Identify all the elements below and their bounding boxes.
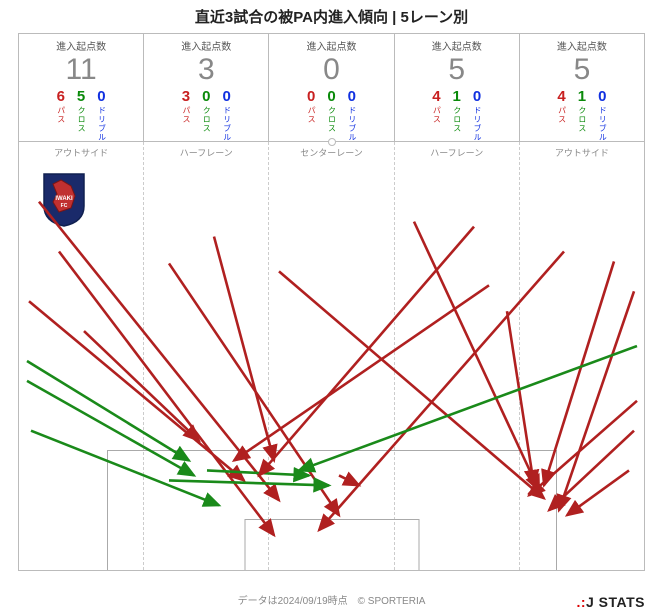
lane-header-label: 進入起点数	[397, 38, 517, 53]
dribble-count: 0	[348, 89, 356, 104]
dribble-count: 0	[598, 89, 606, 104]
arrows-layer	[19, 142, 644, 570]
lane-total: 11	[21, 53, 141, 86]
arrow-cross	[169, 480, 329, 485]
field-area: アウトサイドハーフレーンセンターレーンハーフレーンアウトサイド IWAKI FC	[18, 141, 645, 571]
cross-label: クロス	[453, 106, 461, 133]
lane-breakdown: 0 パス 0 クロス 0 ドリブル	[271, 89, 391, 142]
lane-header-label: 進入起点数	[271, 38, 391, 53]
chart-title: 直近3試合の被PA内進入傾向 | 5レーン別	[18, 6, 645, 27]
arrow-pass	[339, 475, 359, 485]
arrow-pass	[567, 470, 629, 515]
pass-count: 4	[557, 89, 565, 104]
dribble-label: ドリブル	[223, 106, 231, 142]
lane-breakdown: 4 パス 1 クロス 0 ドリブル	[397, 89, 517, 142]
lane-stats-row: 進入起点数116パス5クロス0ドリブル進入起点数33パス0クロス0ドリブル進入起…	[18, 33, 645, 141]
lane-header-label: 進入起点数	[522, 38, 642, 53]
brand-text: J STATS	[586, 594, 645, 610]
lane-stat-cell: 進入起点数11 6 パス 5 クロス 0 ドリブル	[19, 34, 144, 141]
arrow-pass	[507, 311, 534, 485]
brand-prefix: .:	[576, 594, 586, 610]
arrow-pass	[319, 251, 564, 530]
arrow-cross	[299, 346, 637, 470]
arrow-pass	[59, 251, 274, 535]
arrow-cross	[27, 361, 189, 461]
pass-count: 0	[307, 89, 315, 104]
brand-logo: .:J STATS	[576, 594, 645, 610]
lane-total: 5	[397, 53, 517, 86]
pass-count: 3	[182, 89, 190, 104]
cross-count: 1	[578, 89, 586, 104]
pass-count: 4	[432, 89, 440, 104]
lane-breakdown: 3 パス 0 クロス 0 ドリブル	[146, 89, 266, 142]
arrow-pass	[414, 222, 539, 491]
lane-stat-cell: 進入起点数33パス0クロス0ドリブル	[144, 34, 269, 141]
dribble-label: ドリブル	[348, 106, 356, 142]
lane-total: 5	[522, 53, 642, 86]
cross-label: クロス	[77, 106, 85, 133]
cross-label: クロス	[578, 106, 586, 133]
lane-stat-cell: 進入起点数5 4 パス 1 クロス 0 ドリブル	[520, 34, 644, 141]
dribble-label: ドリブル	[473, 106, 481, 142]
lane-stat-cell: 進入起点数00パス0クロス0ドリブル	[269, 34, 394, 141]
lane-breakdown: 6 パス 5 クロス 0 ドリブル	[21, 89, 141, 142]
arrow-cross	[31, 431, 219, 506]
footer-text: データは2024/09/19時点 © SPORTERIA	[238, 592, 426, 607]
cross-label: クロス	[328, 106, 336, 133]
pass-label: パス	[432, 106, 440, 124]
footer: データは2024/09/19時点 © SPORTERIA	[0, 591, 663, 609]
lane-stat-cell: 進入起点数5 4 パス 1 クロス 0 ドリブル	[395, 34, 520, 141]
dribble-label: ドリブル	[97, 106, 105, 142]
arrow-pass	[259, 227, 474, 476]
pass-label: パス	[558, 106, 566, 124]
dribble-count: 0	[473, 89, 481, 104]
pass-label: パス	[57, 106, 65, 124]
pass-label: パス	[307, 106, 315, 124]
lane-breakdown: 4 パス 1 クロス 0 ドリブル	[522, 89, 642, 142]
lane-total: 0	[271, 53, 391, 86]
dribble-label: ドリブル	[598, 106, 606, 142]
pass-label: パス	[182, 106, 190, 124]
dribble-count: 0	[222, 89, 230, 104]
cross-label: クロス	[202, 106, 210, 133]
lane-total: 3	[146, 53, 266, 86]
arrow-pass	[234, 285, 489, 460]
cross-count: 1	[453, 89, 461, 104]
cross-count: 5	[77, 89, 85, 104]
cross-count: 0	[327, 89, 335, 104]
cross-count: 0	[202, 89, 210, 104]
lane-header-label: 進入起点数	[146, 38, 266, 53]
dribble-count: 0	[97, 89, 105, 104]
arrow-pass	[529, 401, 637, 496]
lane-header-label: 進入起点数	[21, 38, 141, 53]
arrow-pass	[214, 237, 274, 461]
pass-count: 6	[57, 89, 65, 104]
